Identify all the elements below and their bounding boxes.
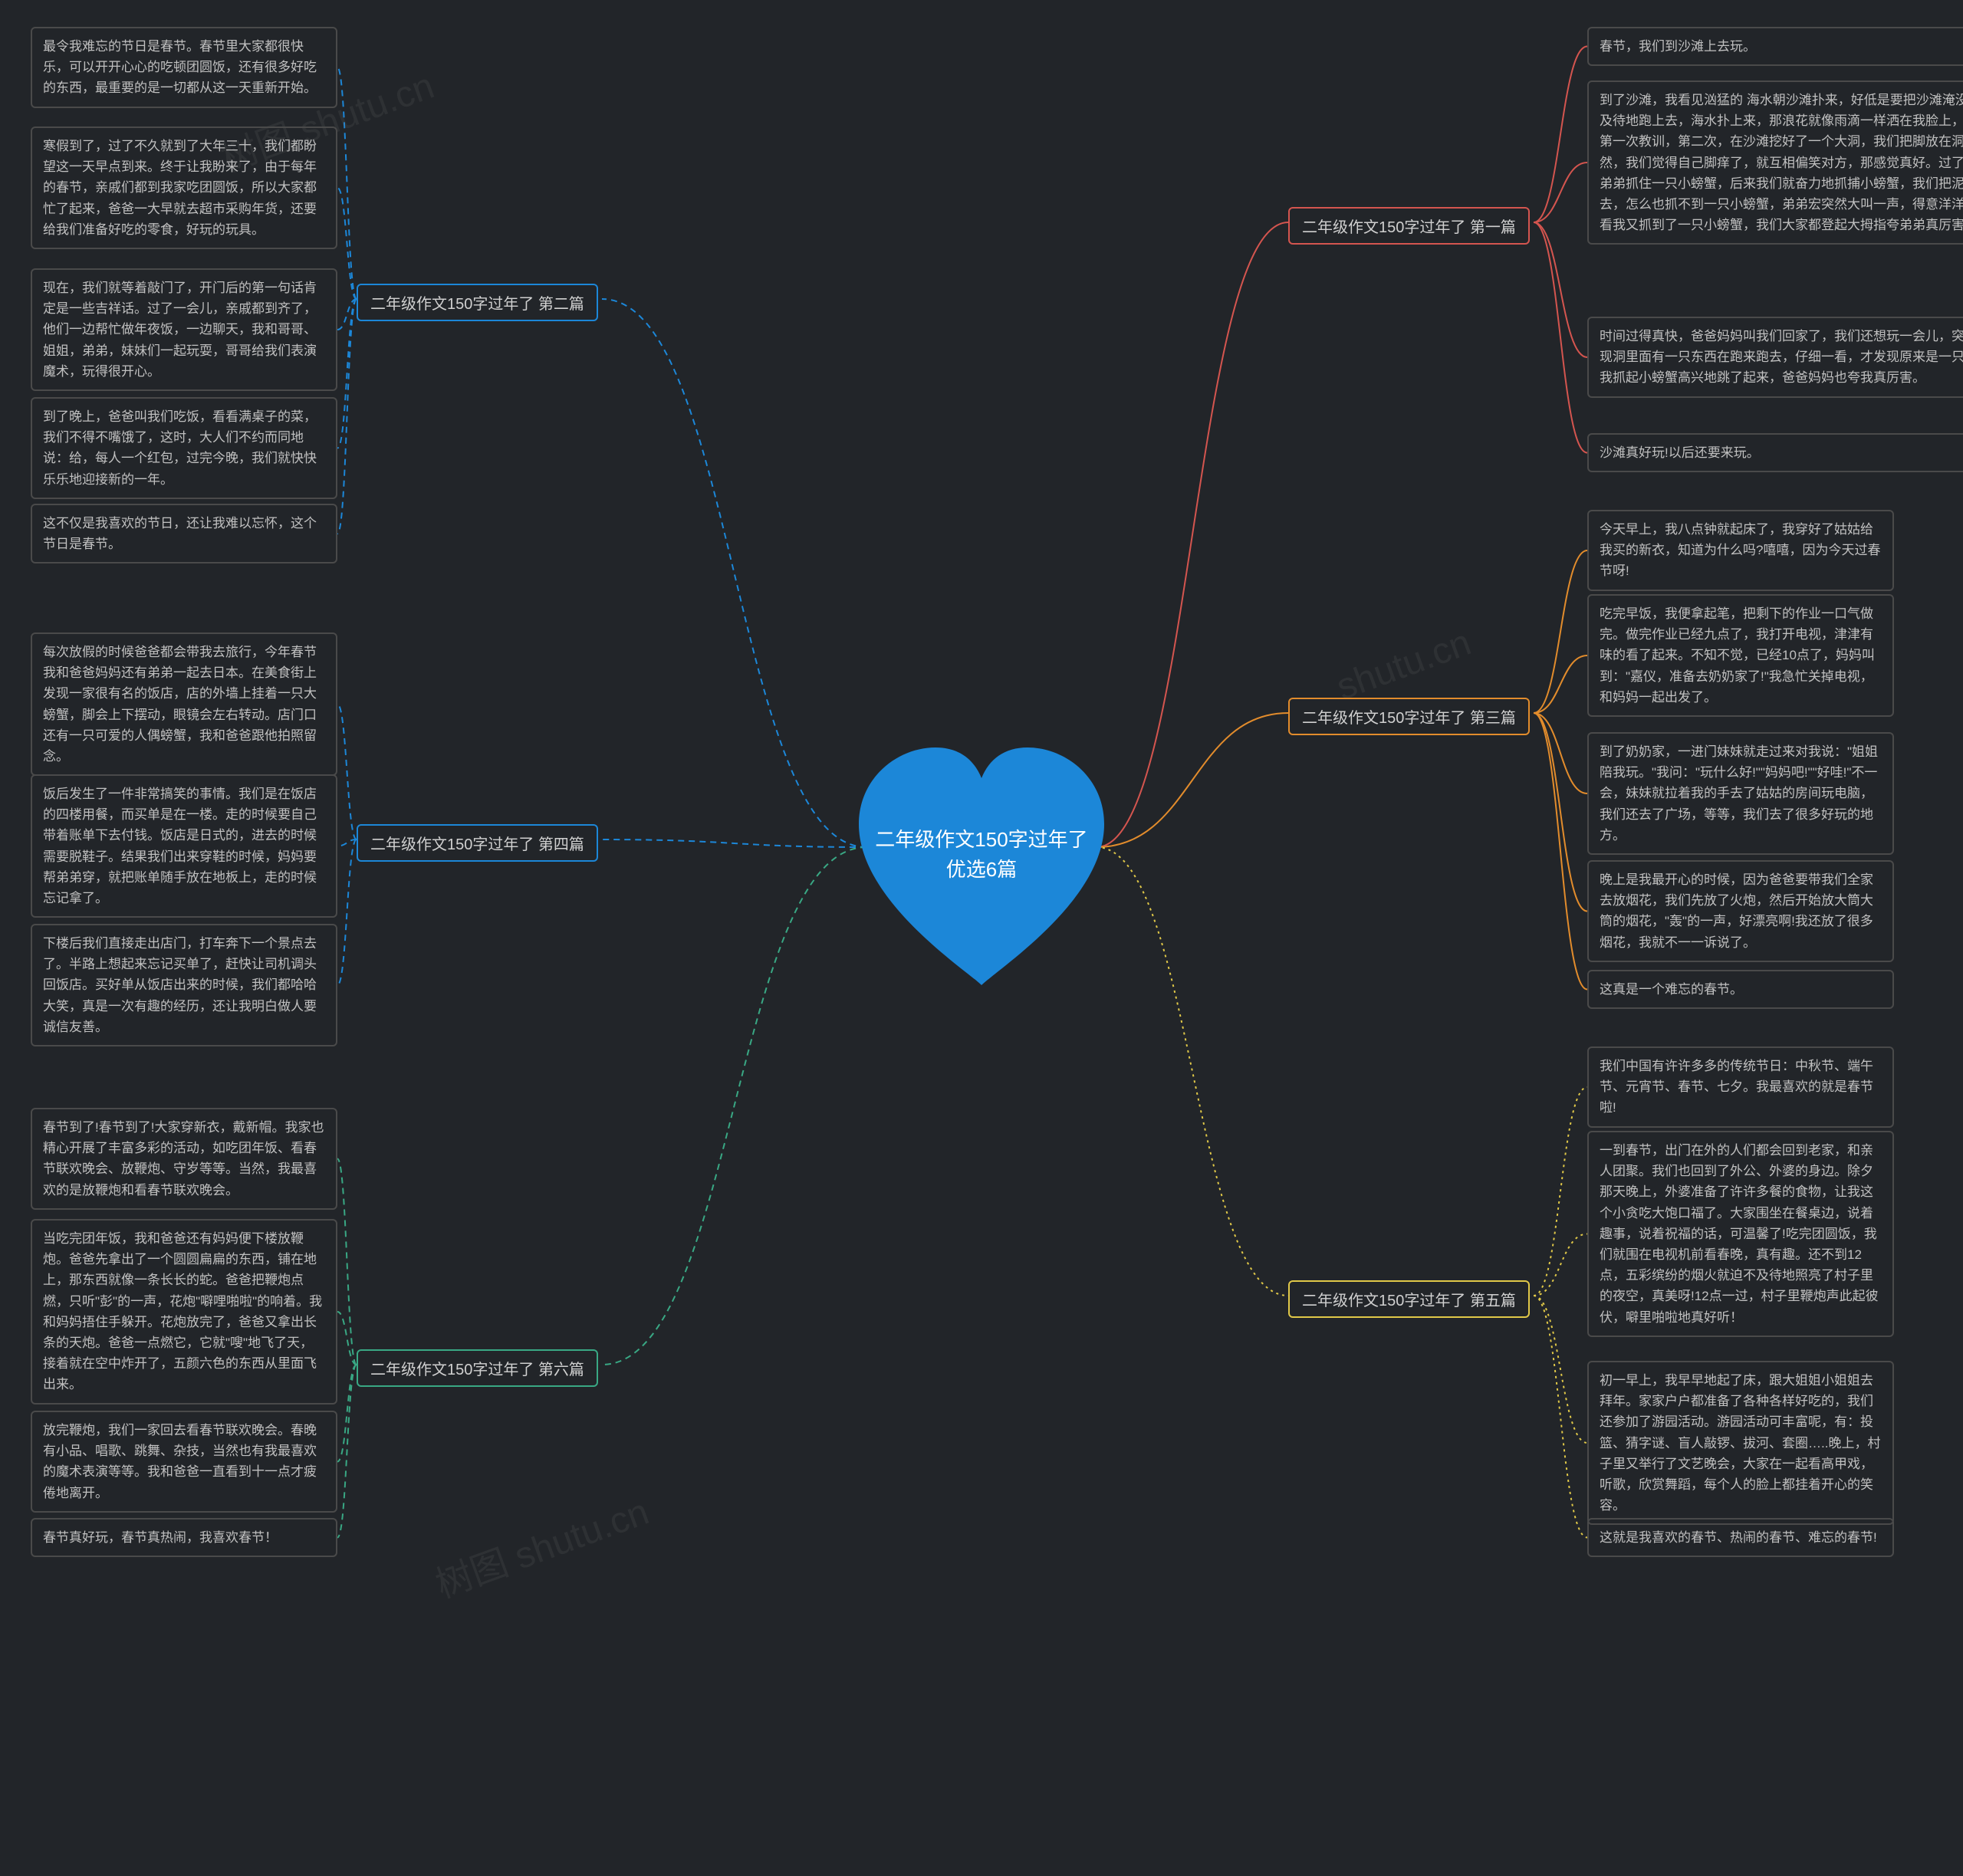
leaf-node: 每次放假的时候爸爸都会带我去旅行，今年春节我和爸爸妈妈还有弟弟一起去日本。在美食…	[31, 632, 337, 776]
leaf-node: 当吃完团年饭，我和爸爸还有妈妈便下楼放鞭炮。爸爸先拿出了一个圆圆扁扁的东西，铺在…	[31, 1219, 337, 1405]
branch-node[interactable]: 二年级作文150字过年了 第四篇	[357, 824, 598, 862]
leaf-node: 下楼后我们直接走出店门，打车奔下一个景点去了。半路上想起来忘记买单了，赶快让司机…	[31, 924, 337, 1046]
leaf-node: 到了奶奶家，一进门妹妹就走过来对我说："姐姐陪我玩。"我问："玩什么好!""妈妈…	[1587, 732, 1894, 855]
branch-node[interactable]: 二年级作文150字过年了 第二篇	[357, 284, 598, 321]
leaf-node: 今天早上，我八点钟就起床了，我穿好了姑姑给我买的新衣，知道为什么吗?嘻嘻，因为今…	[1587, 510, 1894, 591]
leaf-node: 晚上是我最开心的时候，因为爸爸要带我们全家去放烟花，我们先放了火炮，然后开始放大…	[1587, 860, 1894, 962]
leaf-node: 饭后发生了一件非常搞笑的事情。我们是在饭店的四楼用餐，而买单是在一楼。走的时候要…	[31, 774, 337, 918]
branch-node[interactable]: 二年级作文150字过年了 第三篇	[1288, 698, 1530, 735]
leaf-node: 到了晚上，爸爸叫我们吃饭，看看满桌子的菜，我们不得不嘴饿了，这时，大人们不约而同…	[31, 397, 337, 499]
leaf-node: 现在，我们就等着敲门了，开门后的第一句话肯定是一些吉祥话。过了一会儿，亲戚都到齐…	[31, 268, 337, 391]
leaf-node: 沙滩真好玩!以后还要来玩。	[1587, 433, 1963, 472]
leaf-node: 这真是一个难忘的春节。	[1587, 970, 1894, 1009]
leaf-node: 春节真好玩，春节真热闹，我喜欢春节！	[31, 1518, 337, 1557]
center-title-line2: 优选6篇	[875, 855, 1087, 885]
leaf-node: 春节到了!春节到了!大家穿新衣，戴新帽。我家也精心开展了丰富多彩的活动，如吃团年…	[31, 1108, 337, 1210]
leaf-node: 时间过得真快，爸爸妈妈叫我们回家了，我们还想玩一会儿，突然，我发现洞里面有一只东…	[1587, 317, 1963, 398]
center-title-line1: 二年级作文150字过年了	[875, 825, 1087, 855]
branch-node[interactable]: 二年级作文150字过年了 第六篇	[357, 1349, 598, 1387]
leaf-node: 放完鞭炮，我们一家回去看春节联欢晚会。春晚有小品、唱歌、跳舞、杂技，当然也有我最…	[31, 1411, 337, 1513]
leaf-node: 寒假到了，过了不久就到了大年三十，我们都盼望这一天早点到来。终于让我盼来了，由于…	[31, 126, 337, 249]
branch-node[interactable]: 二年级作文150字过年了 第一篇	[1288, 207, 1530, 245]
center-title: 二年级作文150字过年了 优选6篇	[875, 825, 1087, 885]
leaf-node: 初一早上，我早早地起了床，跟大姐姐小姐姐去拜年。家家户户都准备了各种各样好吃的，…	[1587, 1361, 1894, 1525]
center-node: 二年级作文150字过年了 优选6篇	[828, 724, 1135, 1000]
leaf-node: 这不仅是我喜欢的节日，还让我难以忘怀，这个节日是春节。	[31, 504, 337, 563]
leaf-node: 这就是我喜欢的春节、热闹的春节、难忘的春节!	[1587, 1518, 1894, 1557]
leaf-node: 一到春节，出门在外的人们都会回到老家，和亲人团聚。我们也回到了外公、外婆的身边。…	[1587, 1131, 1894, 1337]
watermark: 树图 shutu.cn	[427, 1481, 655, 1608]
leaf-node: 春节，我们到沙滩上去玩。	[1587, 27, 1963, 66]
branch-node[interactable]: 二年级作文150字过年了 第五篇	[1288, 1280, 1530, 1318]
leaf-node: 吃完早饭，我便拿起笔，把剩下的作业一口气做完。做完作业已经九点了，我打开电视，津…	[1587, 594, 1894, 717]
leaf-node: 到了沙滩，我看见汹猛的 海水朝沙滩扑来，好低是要把沙滩淹没。我迫不及待地跑上去，…	[1587, 80, 1963, 245]
leaf-node: 我们中国有许许多多的传统节日：中秋节、端午节、元宵节、春节、七夕。我最喜欢的就是…	[1587, 1046, 1894, 1128]
leaf-node: 最令我难忘的节日是春节。春节里大家都很快乐，可以开开心心的吃顿团圆饭，还有很多好…	[31, 27, 337, 108]
watermark: shutu.cn	[1331, 622, 1476, 709]
